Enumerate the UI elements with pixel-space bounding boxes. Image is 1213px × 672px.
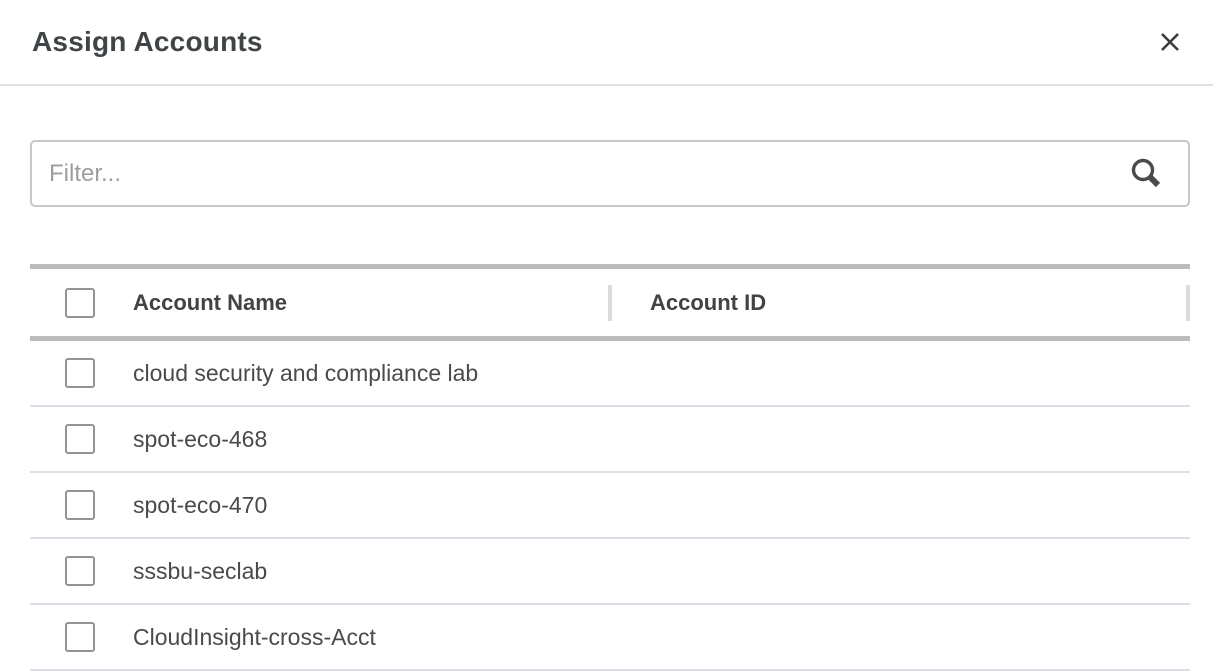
account-name: sssbu-seclab [133,557,268,584]
row-checkbox-cell [30,490,133,520]
row-checkbox[interactable] [65,358,95,388]
column-divider-right [1186,284,1190,321]
row-checkbox-cell [30,424,133,454]
modal-title: Assign Accounts [32,26,263,57]
column-header-account-name: Account Name [133,289,288,315]
account-name: cloud security and compliance lab [133,359,479,386]
row-checkbox-cell [30,556,133,586]
row-checkbox[interactable] [65,556,95,586]
account-name: spot-eco-468 [133,425,268,452]
column-divider [608,284,612,321]
close-button[interactable] [1154,26,1186,58]
filter-input[interactable] [30,140,1190,207]
row-checkbox-cell [30,622,133,652]
account-name: spot-eco-470 [133,491,268,518]
row-checkbox[interactable] [65,490,95,520]
search-icon[interactable] [1128,156,1164,192]
table-header-row: Account Name Account ID [30,264,1190,341]
select-all-cell [30,287,133,318]
table-row[interactable]: cloud security and compliance lab [30,341,1190,407]
row-checkbox[interactable] [65,622,95,652]
row-checkbox[interactable] [65,424,95,454]
accounts-table: Account Name Account ID cloud security a… [30,264,1190,671]
column-header-account-id: Account ID [650,289,767,315]
table-row[interactable]: spot-eco-470 [30,473,1190,539]
table-row[interactable]: sssbu-seclab [30,539,1190,605]
filter-section [30,140,1190,207]
table-row[interactable]: CloudInsight-cross-Acct [30,605,1190,671]
table-row[interactable]: spot-eco-468 [30,407,1190,473]
account-name: CloudInsight-cross-Acct [133,623,376,650]
close-icon [1158,30,1182,54]
select-all-checkbox[interactable] [65,287,95,318]
row-checkbox-cell [30,358,133,388]
modal-header: Assign Accounts [0,0,1213,86]
